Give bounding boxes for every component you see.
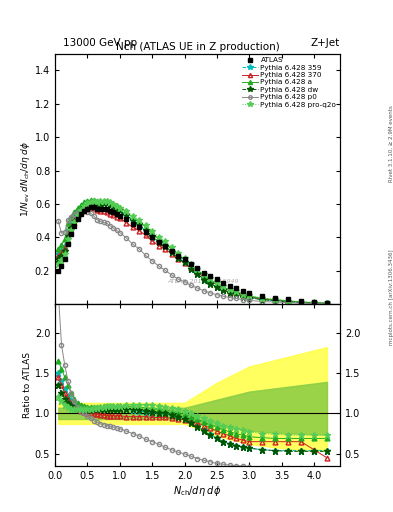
Y-axis label: Ratio to ATLAS: Ratio to ATLAS — [23, 352, 32, 418]
Text: Rivet 3.1.10, ≥ 2.9M events: Rivet 3.1.10, ≥ 2.9M events — [389, 105, 393, 182]
Legend: ATLAS, Pythia 6.428 359, Pythia 6.428 370, Pythia 6.428 a, Pythia 6.428 dw, Pyth: ATLAS, Pythia 6.428 359, Pythia 6.428 37… — [240, 56, 338, 109]
Text: ATLAS_2014_I1315949: ATLAS_2014_I1315949 — [167, 279, 239, 284]
Y-axis label: $1/N_{\rm ev}\;dN_{\rm ch}/d\eta\;d\phi$: $1/N_{\rm ev}\;dN_{\rm ch}/d\eta\;d\phi$ — [19, 141, 32, 217]
Text: Z+Jet: Z+Jet — [311, 37, 340, 48]
X-axis label: $N_{\rm ch}/d\eta\;d\phi$: $N_{\rm ch}/d\eta\;d\phi$ — [173, 483, 222, 498]
Text: mcplots.cern.ch [arXiv:1306.3436]: mcplots.cern.ch [arXiv:1306.3436] — [389, 249, 393, 345]
Title: Nch (ATLAS UE in Z production): Nch (ATLAS UE in Z production) — [116, 41, 279, 52]
Text: 13000 GeV pp: 13000 GeV pp — [63, 37, 137, 48]
